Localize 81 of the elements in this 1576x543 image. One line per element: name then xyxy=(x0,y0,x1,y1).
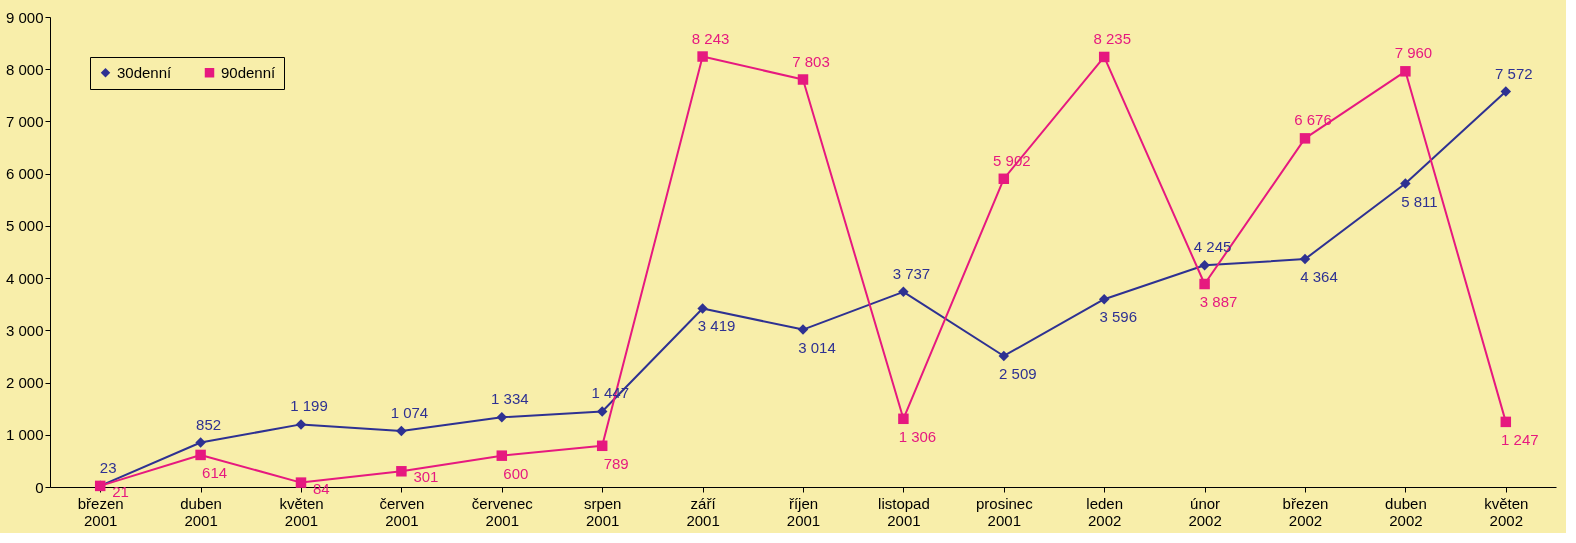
point xyxy=(998,173,1010,185)
x-tick-label: září 2001 xyxy=(686,494,720,529)
x-tick-label: květen 2002 xyxy=(1484,494,1529,529)
y-tick-label: 4 000 xyxy=(5,269,44,287)
data-label: 23 xyxy=(99,458,117,476)
y-tick-label: 1 000 xyxy=(5,426,44,444)
y-tick-label: 3 000 xyxy=(5,321,44,339)
point xyxy=(1500,86,1512,97)
x-tick-label: duben 2001 xyxy=(180,494,222,529)
data-label: 3 887 xyxy=(1199,293,1238,311)
point xyxy=(797,74,809,85)
x-tick-label: duben 2002 xyxy=(1385,494,1427,529)
data-label: 3 737 xyxy=(892,264,931,282)
point xyxy=(898,413,909,425)
data-label: 7 960 xyxy=(1394,44,1433,62)
point xyxy=(898,286,909,298)
point xyxy=(496,412,508,423)
point xyxy=(697,51,708,62)
x-tick-label: červen 2001 xyxy=(379,494,425,529)
data-label: 4 364 xyxy=(1300,268,1338,286)
x-tick-label: prosinec 2001 xyxy=(975,494,1034,529)
point xyxy=(998,350,1010,362)
point xyxy=(295,419,307,430)
data-label: 21 xyxy=(112,482,129,500)
data-label: 1 247 xyxy=(1501,430,1539,448)
legend-label: 90denní xyxy=(221,63,277,81)
y-tick-label: 0 xyxy=(35,478,44,496)
point xyxy=(295,477,307,488)
point xyxy=(697,303,708,314)
x-tick-label: únor 2002 xyxy=(1188,494,1222,529)
data-label: 5 811 xyxy=(1401,192,1438,210)
point xyxy=(195,437,206,448)
data-label: 1 306 xyxy=(898,427,937,445)
y-tick-label: 2 000 xyxy=(5,374,44,392)
point xyxy=(1400,66,1411,77)
point xyxy=(1299,133,1311,144)
x-tick-label: březen 2002 xyxy=(1282,494,1329,529)
data-label: 8 235 xyxy=(1093,29,1131,47)
data-label: 852 xyxy=(196,415,222,433)
point xyxy=(496,450,508,461)
point xyxy=(1400,178,1411,189)
data-label: 4 245 xyxy=(1193,238,1232,256)
data-label: 3 596 xyxy=(1099,308,1137,326)
x-tick-label: květen 2001 xyxy=(279,494,324,529)
data-label: 614 xyxy=(202,463,228,481)
data-label: 8 243 xyxy=(691,29,730,47)
point xyxy=(1098,293,1110,305)
x-tick-label: červenec 2001 xyxy=(471,494,534,529)
point xyxy=(1500,416,1512,428)
point xyxy=(195,449,206,461)
data-label: 3 014 xyxy=(798,338,836,356)
y-tick-label: 8 000 xyxy=(5,60,44,78)
point xyxy=(1199,260,1210,271)
data-label: 789 xyxy=(603,454,629,472)
y-tick-label: 7 000 xyxy=(5,112,44,130)
x-tick-label: srpen 2001 xyxy=(583,494,622,529)
point xyxy=(596,406,608,417)
point xyxy=(396,466,407,477)
data-label: 2 509 xyxy=(999,364,1037,382)
data-label: 6 676 xyxy=(1294,111,1332,129)
legend-label: 30denní xyxy=(117,63,173,81)
point xyxy=(1098,51,1110,63)
y-tick-label: 5 000 xyxy=(5,217,44,235)
y-tick-label: 9 000 xyxy=(5,8,44,26)
x-tick-label: leden 2002 xyxy=(1086,494,1124,529)
data-label: 600 xyxy=(503,464,529,482)
data-label: 1 074 xyxy=(390,403,429,421)
data-label: 1 334 xyxy=(491,390,529,408)
x-tick-label: říjen 2001 xyxy=(786,494,821,529)
point xyxy=(396,425,407,437)
point xyxy=(797,324,809,335)
point xyxy=(1199,278,1210,290)
data-label: 7 572 xyxy=(1495,64,1533,82)
point xyxy=(1299,253,1311,265)
data-label: 1 199 xyxy=(290,397,328,415)
y-tick-label: 6 000 xyxy=(5,165,44,183)
data-label: 7 803 xyxy=(792,52,830,70)
point xyxy=(596,440,608,452)
data-label: 3 419 xyxy=(697,317,736,335)
x-tick-label: listopad 2001 xyxy=(878,494,930,529)
data-label: 301 xyxy=(413,468,439,486)
